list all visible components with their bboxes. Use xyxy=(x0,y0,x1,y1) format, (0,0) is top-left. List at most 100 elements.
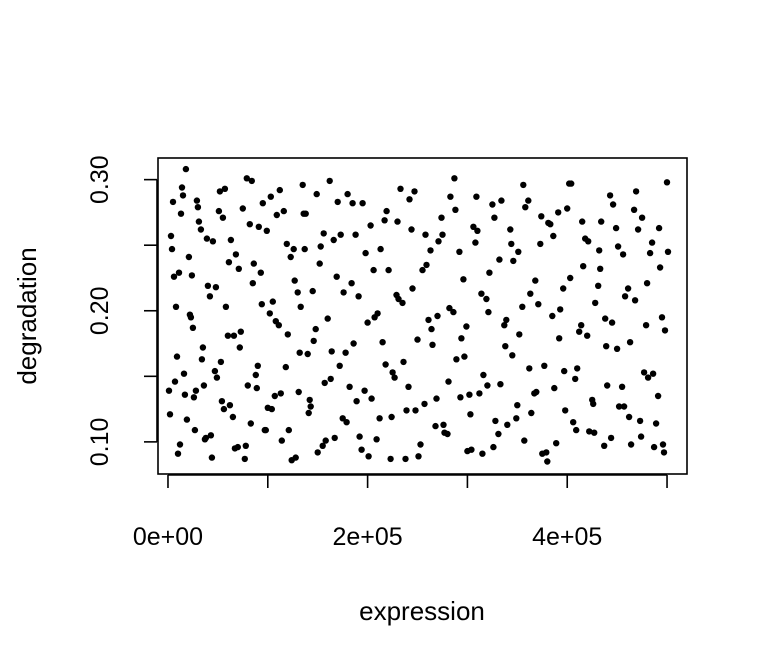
data-point xyxy=(514,402,521,409)
data-point xyxy=(314,449,321,456)
data-point xyxy=(174,450,182,457)
data-point xyxy=(320,230,327,237)
data-point xyxy=(574,365,581,372)
data-point xyxy=(377,245,384,253)
data-point xyxy=(241,455,248,463)
data-point xyxy=(604,382,611,389)
data-point xyxy=(592,299,599,307)
data-point xyxy=(171,378,179,385)
data-points xyxy=(165,165,672,465)
data-point xyxy=(411,188,418,195)
data-point xyxy=(246,221,253,228)
data-point xyxy=(570,419,577,426)
data-point xyxy=(349,200,356,207)
data-point xyxy=(624,285,632,292)
data-point xyxy=(294,289,301,296)
data-point xyxy=(370,266,377,274)
data-point xyxy=(636,417,644,425)
data-point xyxy=(598,218,605,225)
data-point xyxy=(271,392,278,400)
data-point xyxy=(333,273,340,280)
data-point xyxy=(299,181,306,189)
x-axis-label: expression xyxy=(359,596,485,626)
data-point xyxy=(310,337,317,345)
data-point xyxy=(444,430,451,438)
data-point xyxy=(620,403,628,410)
data-point xyxy=(640,369,648,376)
data-point xyxy=(367,222,374,229)
data-point xyxy=(521,437,528,444)
data-point xyxy=(440,421,447,428)
data-point xyxy=(550,232,557,240)
data-point xyxy=(527,290,534,297)
data-point xyxy=(445,378,452,385)
data-point xyxy=(584,332,591,339)
data-point xyxy=(580,263,587,270)
data-point xyxy=(244,382,251,389)
data-point xyxy=(180,370,188,377)
data-point xyxy=(189,324,197,331)
data-point xyxy=(190,394,198,401)
data-point xyxy=(450,308,457,316)
data-point xyxy=(414,336,421,343)
data-point xyxy=(557,306,564,313)
data-point xyxy=(507,226,514,233)
data-point xyxy=(204,282,212,289)
data-point xyxy=(458,335,465,342)
data-point xyxy=(312,325,319,333)
data-point xyxy=(273,211,280,219)
data-point xyxy=(609,201,617,208)
data-point xyxy=(346,383,353,390)
data-point xyxy=(350,340,357,347)
data-point xyxy=(397,185,404,192)
data-point xyxy=(287,253,294,261)
data-point xyxy=(538,213,545,220)
data-point xyxy=(601,442,608,449)
plot-frame xyxy=(157,157,688,475)
data-point xyxy=(510,257,517,265)
data-point xyxy=(516,331,523,338)
data-point xyxy=(276,186,283,194)
data-point xyxy=(520,181,527,189)
data-point xyxy=(283,240,290,248)
data-point xyxy=(434,312,441,320)
data-point xyxy=(317,243,324,250)
data-point xyxy=(425,316,432,324)
data-point xyxy=(166,411,174,418)
data-point xyxy=(415,453,422,460)
data-point xyxy=(239,205,246,212)
data-point xyxy=(324,315,331,322)
data-point xyxy=(663,179,671,186)
data-point xyxy=(614,243,622,250)
data-point xyxy=(619,251,627,258)
data-point xyxy=(249,280,256,287)
data-point xyxy=(612,224,620,232)
data-point xyxy=(212,284,220,291)
data-point xyxy=(579,218,586,225)
data-point xyxy=(654,392,662,400)
data-point xyxy=(250,260,257,267)
data-point xyxy=(285,426,292,434)
data-point xyxy=(277,390,284,397)
data-point xyxy=(343,419,350,426)
data-point xyxy=(282,363,289,371)
data-point xyxy=(362,249,369,257)
data-point xyxy=(656,264,664,271)
data-point xyxy=(578,322,585,329)
data-point xyxy=(217,358,225,366)
data-point xyxy=(560,285,567,292)
data-point xyxy=(655,224,663,232)
data-point xyxy=(348,280,355,287)
data-point xyxy=(215,207,223,215)
data-point xyxy=(421,400,428,408)
data-point xyxy=(456,248,463,255)
data-point xyxy=(172,303,180,310)
data-point xyxy=(461,353,468,360)
data-point xyxy=(353,398,360,405)
data-point xyxy=(259,200,266,207)
data-point xyxy=(211,367,219,375)
data-point xyxy=(585,238,592,245)
data-point xyxy=(295,388,302,396)
data-point xyxy=(322,437,329,444)
data-point xyxy=(304,350,311,358)
